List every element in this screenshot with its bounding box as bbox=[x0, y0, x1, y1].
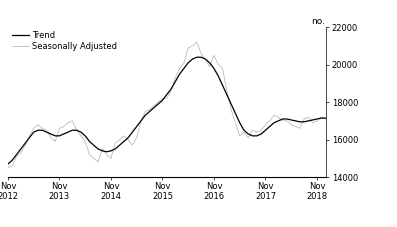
Legend: Trend, Seasonally Adjusted: Trend, Seasonally Adjusted bbox=[12, 31, 117, 51]
Text: no.: no. bbox=[312, 17, 326, 26]
